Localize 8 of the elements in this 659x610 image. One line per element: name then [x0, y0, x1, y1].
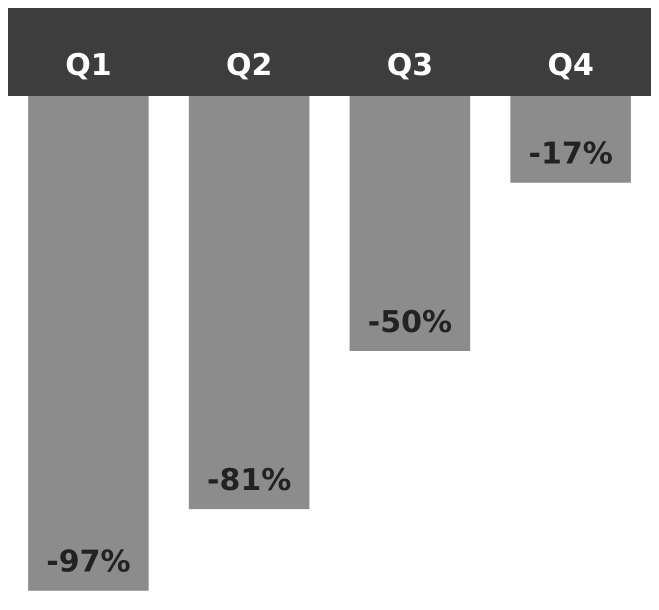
- data-label: -97%: [46, 544, 131, 580]
- x-tick-label: Q4: [547, 48, 594, 83]
- x-tick-label: Q2: [226, 48, 272, 83]
- x-tick-label: Q1: [65, 48, 112, 83]
- x-tick-label: Q3: [386, 48, 434, 83]
- data-label: -50%: [368, 304, 452, 340]
- data-label: -81%: [206, 462, 292, 498]
- data-label: -17%: [528, 136, 613, 172]
